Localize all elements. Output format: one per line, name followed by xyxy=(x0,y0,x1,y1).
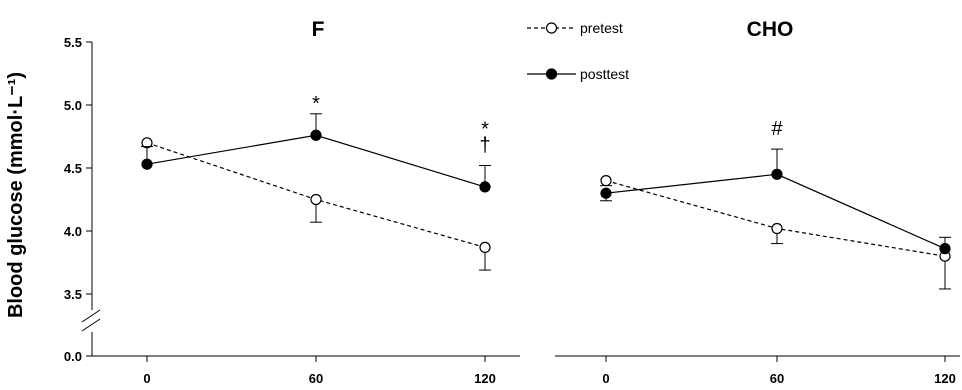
data-point-posttest xyxy=(600,187,612,199)
x-tick-label: 120 xyxy=(474,371,496,386)
x-tick-label: 0 xyxy=(143,371,150,386)
y-axis-label: Blood glucose (mmol·L⁻¹) xyxy=(5,72,27,318)
series-line-posttest xyxy=(605,173,946,250)
significance-marker: # xyxy=(771,118,783,140)
data-point-posttest xyxy=(939,243,951,255)
panel-title: CHO xyxy=(747,18,794,41)
series-line-posttest xyxy=(146,134,486,188)
x-tick-label: 60 xyxy=(770,371,784,386)
data-point-pretest xyxy=(479,241,491,253)
significance-marker: † xyxy=(479,134,490,156)
legend-marker-posttest xyxy=(545,68,558,80)
data-point-posttest xyxy=(141,158,153,170)
y-tick-label: 0.0 xyxy=(64,349,82,364)
legend-label-pretest: pretest xyxy=(580,20,623,36)
data-point-posttest xyxy=(771,168,783,180)
legend-label-posttest: posttest xyxy=(580,66,629,82)
y-tick-label: 4.0 xyxy=(64,224,82,239)
data-point-pretest xyxy=(310,193,322,206)
y-tick-label: 5.5 xyxy=(64,35,82,50)
y-tick-label: 3.5 xyxy=(64,287,82,302)
x-tick-label: 120 xyxy=(934,371,956,386)
y-tick-label: 4.5 xyxy=(64,161,82,176)
data-point-pretest xyxy=(771,222,783,235)
axis-break-mark xyxy=(81,309,101,323)
axis-break-mark xyxy=(81,318,101,332)
significance-marker: * xyxy=(312,93,320,115)
significance-marker: * xyxy=(481,118,489,140)
legend-marker-pretest xyxy=(545,22,558,34)
data-point-posttest xyxy=(310,129,322,141)
panel-title: F xyxy=(312,18,325,41)
x-tick-label: 60 xyxy=(309,371,323,386)
series-line-pretest xyxy=(605,180,946,257)
data-point-posttest xyxy=(479,181,491,193)
y-tick-label: 5.0 xyxy=(64,98,82,113)
x-tick-label: 0 xyxy=(602,371,609,386)
data-point-pretest xyxy=(600,175,612,187)
